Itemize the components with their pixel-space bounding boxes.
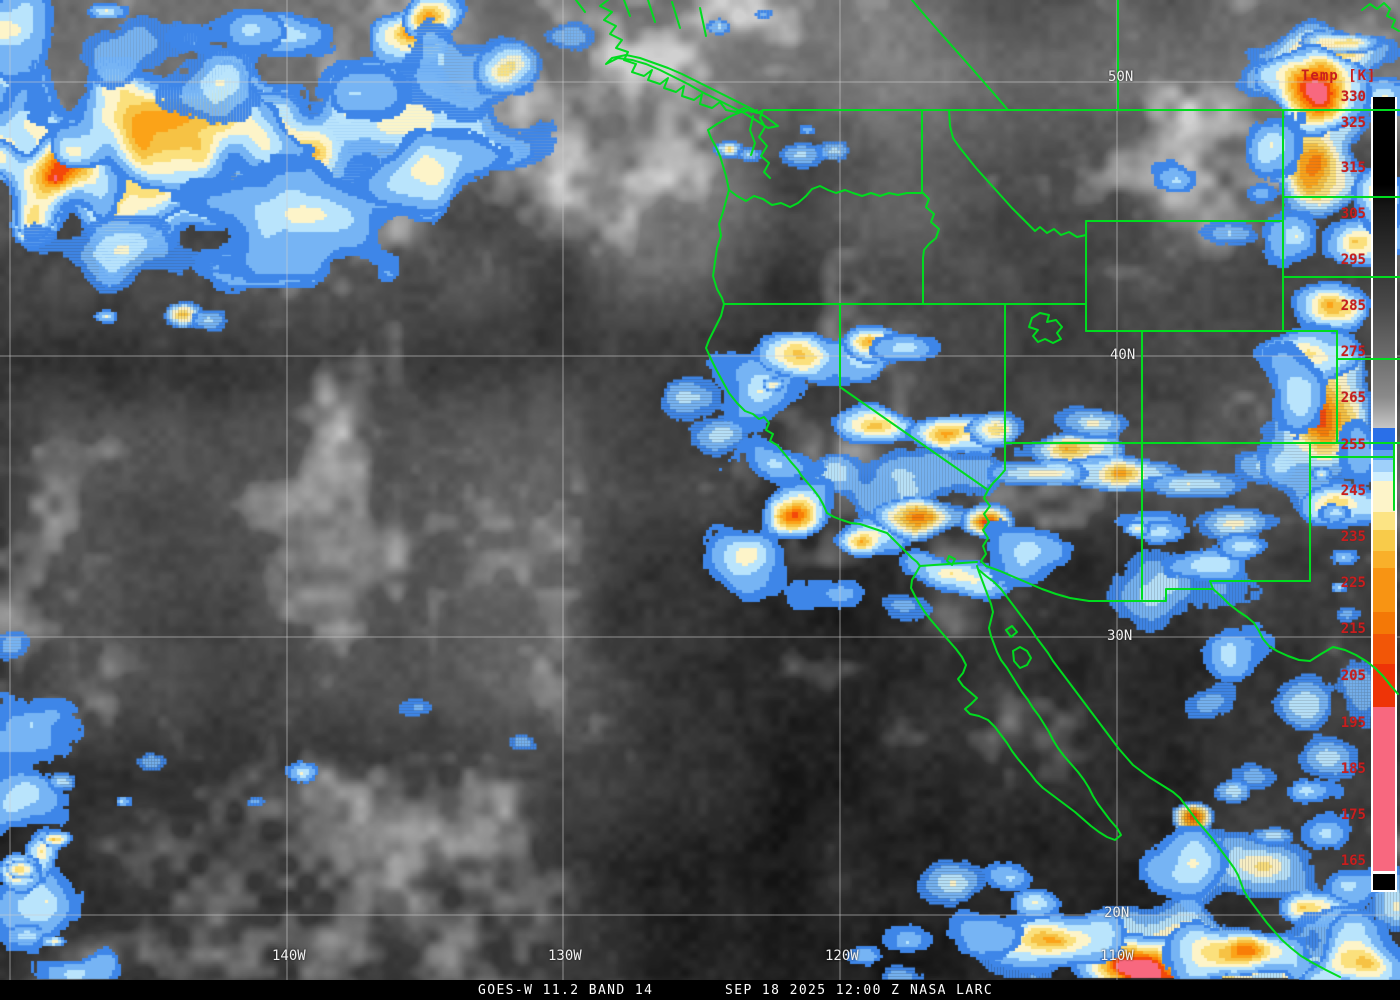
temperature-scale-title: Temp [K] bbox=[1301, 68, 1377, 84]
boundary-line bbox=[839, 303, 989, 491]
boundary-line bbox=[1209, 580, 1214, 590]
scale-tick-label: 245 bbox=[1340, 483, 1366, 499]
caption-datetime: SEP 18 2025 12:00 Z bbox=[725, 983, 901, 998]
boundary-line bbox=[647, 0, 656, 23]
scale-tick-label: 185 bbox=[1340, 761, 1366, 777]
boundary-line bbox=[705, 109, 921, 567]
boundary-line bbox=[1028, 312, 1063, 344]
scale-tick-label: 305 bbox=[1340, 206, 1366, 222]
boundary-line bbox=[911, 0, 1009, 111]
boundary-line bbox=[987, 303, 1006, 491]
grid-lon-label: 120W bbox=[825, 948, 859, 964]
boundary-line bbox=[1005, 625, 1018, 638]
boundary-line bbox=[985, 565, 1214, 602]
scale-tick-label: 255 bbox=[1340, 437, 1366, 453]
boundary-line bbox=[948, 109, 1087, 238]
boundary-line bbox=[1212, 588, 1399, 695]
scale-tick-label: 165 bbox=[1340, 853, 1366, 869]
boundary-line bbox=[728, 185, 940, 305]
caption-bar: GOES-W 11.2 BAND 14 SEP 18 2025 12:00 Z … bbox=[0, 980, 1400, 1000]
boundary-line bbox=[980, 489, 991, 567]
grid-lon-label: 140W bbox=[272, 948, 306, 964]
scale-tick-label: 325 bbox=[1340, 115, 1366, 131]
scale-tick-label: 295 bbox=[1340, 252, 1366, 268]
boundary-line bbox=[623, 0, 631, 17]
grid-lat-label: 40N bbox=[1110, 347, 1136, 363]
temperature-colorbar bbox=[1371, 97, 1397, 892]
scale-tick-label: 275 bbox=[1340, 344, 1366, 360]
grid-lat-label: 30N bbox=[1107, 628, 1133, 644]
grid-lat-label: 50N bbox=[1108, 69, 1134, 85]
grid-lon-label: 130W bbox=[548, 948, 582, 964]
boundary-line bbox=[699, 7, 707, 37]
boundary-line bbox=[671, 1, 681, 29]
scale-tick-label: 175 bbox=[1340, 807, 1366, 823]
caption-satellite-band: GOES-W 11.2 BAND 14 bbox=[478, 983, 654, 998]
boundary-line bbox=[976, 565, 1118, 829]
caption-credit: NASA LARC bbox=[910, 983, 994, 998]
scale-tick-label: 205 bbox=[1340, 668, 1366, 684]
boundary-line bbox=[605, 54, 779, 129]
scale-tick-label: 330 bbox=[1340, 89, 1366, 105]
boundary-line bbox=[1012, 646, 1032, 669]
boundary-line bbox=[575, 0, 586, 13]
scale-tick-label: 315 bbox=[1340, 160, 1366, 176]
boundary-line bbox=[910, 565, 1122, 841]
boundary-line bbox=[749, 115, 756, 156]
scale-tick-label: 195 bbox=[1340, 715, 1366, 731]
grid-lon-label: 110W bbox=[1100, 948, 1134, 964]
boundary-line bbox=[978, 569, 1341, 978]
boundary-line bbox=[599, 0, 758, 113]
boundary-line bbox=[1361, 2, 1400, 32]
boundary-line bbox=[758, 109, 771, 179]
scale-tick-label: 225 bbox=[1340, 575, 1366, 591]
scale-tick-label: 285 bbox=[1340, 298, 1366, 314]
grid-lat-label: 20N bbox=[1104, 905, 1130, 921]
scale-tick-label: 215 bbox=[1340, 621, 1366, 637]
scale-tick-label: 265 bbox=[1340, 390, 1366, 406]
boundary-line bbox=[919, 561, 978, 567]
scale-tick-label: 235 bbox=[1340, 529, 1366, 545]
boundary-line bbox=[946, 555, 956, 566]
